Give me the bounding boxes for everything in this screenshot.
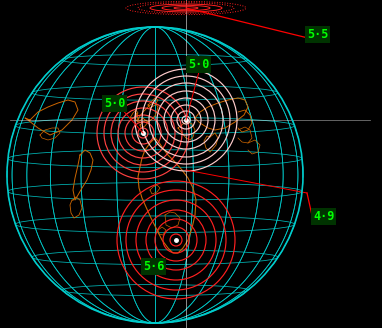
Text: 5·6: 5·6: [143, 260, 164, 273]
Text: 4·9: 4·9: [313, 210, 334, 223]
Text: 5·0: 5·0: [188, 58, 209, 71]
Text: 5·5: 5·5: [307, 28, 329, 41]
Ellipse shape: [7, 27, 303, 323]
Text: 5·0: 5·0: [104, 97, 125, 110]
